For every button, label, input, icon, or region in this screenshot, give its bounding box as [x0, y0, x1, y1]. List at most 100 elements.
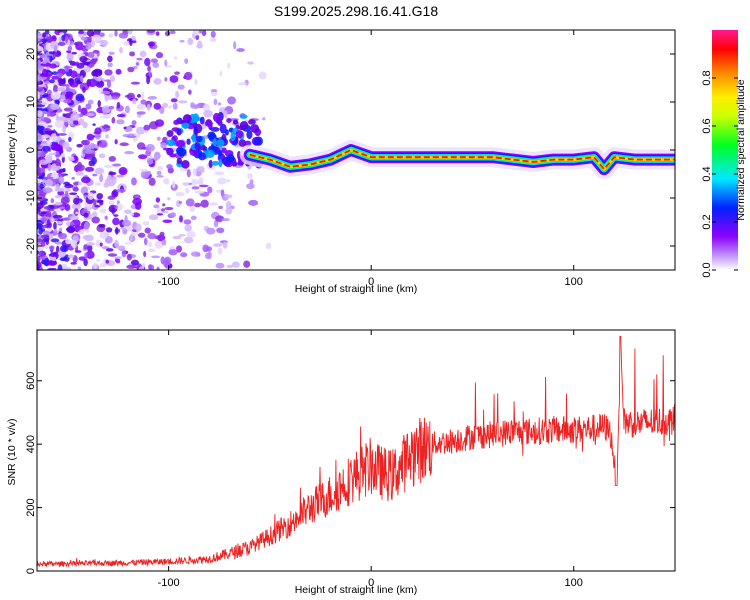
noise-spot: [52, 84, 59, 94]
noise-spot: [132, 197, 143, 206]
noise-spot: [83, 31, 87, 36]
noise-spot: [80, 75, 84, 83]
noise-spot: [178, 201, 183, 204]
noise-spot: [166, 130, 174, 137]
noise-spot: [188, 89, 192, 95]
noise-spot: [175, 245, 183, 253]
noise-spot: [162, 203, 166, 207]
noise-spot: [85, 229, 90, 233]
noise-spot: [60, 152, 66, 158]
noise-spot: [92, 173, 98, 177]
noise-spot: [122, 219, 132, 227]
noise-spot: [194, 78, 198, 86]
noise-spot: [156, 175, 164, 178]
noise-spot: [173, 56, 178, 60]
noise-spot: [148, 177, 156, 186]
noise-spot: [37, 65, 45, 71]
noise-spot: [65, 238, 71, 245]
noise-spot: [47, 260, 58, 266]
noise-spot: [61, 91, 67, 96]
noise-spot: [183, 219, 192, 225]
noise-spot: [146, 104, 151, 111]
noise-spot: [175, 139, 186, 148]
noise-spot: [217, 177, 227, 185]
noise-spot: [258, 71, 267, 80]
noise-spot: [75, 164, 85, 172]
x-tick-label: 0: [368, 276, 374, 288]
noise-spot: [39, 159, 49, 165]
noise-spot: [98, 153, 106, 159]
noise-spot: [92, 34, 102, 43]
noise-spot: [101, 90, 111, 95]
noise-spot: [191, 186, 200, 190]
noise-spot: [62, 77, 66, 85]
y-tick-label: -20: [25, 238, 37, 254]
noise-spot: [155, 52, 164, 59]
noise-spot: [63, 99, 72, 104]
noise-spot: [48, 255, 57, 262]
colorbar-tick-label: 0.6: [701, 118, 713, 133]
noise-spot: [44, 130, 55, 135]
noise-spot: [57, 264, 63, 270]
noise-spot: [208, 159, 213, 169]
noise-spot: [103, 164, 114, 169]
frequency-ridge: [239, 140, 675, 180]
noise-spot: [185, 114, 191, 120]
noise-spot: [185, 187, 190, 194]
noise-spot: [42, 145, 51, 152]
noise-spot: [262, 117, 266, 121]
noise-spot: [132, 40, 137, 44]
noise-spot: [200, 199, 209, 208]
y-tick-label: 20: [25, 48, 37, 60]
noise-spot: [156, 266, 160, 270]
noise-spot: [153, 151, 161, 160]
noise-spot: [141, 262, 146, 268]
noise-spot: [49, 205, 55, 209]
noise-spot: [186, 230, 196, 238]
noise-spot: [191, 178, 198, 186]
x-tick-label: -100: [158, 577, 180, 589]
noise-spot: [82, 235, 92, 240]
noise-spot: [57, 232, 68, 240]
noise-spot: [78, 30, 85, 35]
noise-spot: [105, 134, 109, 139]
noise-spot: [144, 57, 151, 67]
noise-spot: [39, 73, 50, 77]
noise-spot: [227, 62, 231, 69]
noise-spot: [67, 45, 73, 51]
snr-panel: -100 0 100 0 200 400 600 Height of straight l…: [6, 329, 676, 596]
noise-spot: [37, 37, 41, 42]
noise-spot: [86, 113, 95, 117]
noise-spot: [80, 36, 88, 41]
noise-spot: [154, 240, 164, 249]
noise-spot: [195, 34, 200, 41]
noise-spot: [115, 227, 119, 235]
noise-spot: [226, 264, 234, 268]
noise-spot: [247, 61, 254, 65]
noise-spot: [184, 58, 189, 64]
noise-spot: [76, 143, 83, 148]
noise-spot: [236, 48, 245, 52]
noise-spot: [207, 131, 216, 140]
noise-spot: [119, 142, 129, 147]
noise-spot: [50, 133, 58, 142]
noise-spot: [79, 55, 88, 63]
noise-spot: [129, 51, 136, 57]
noise-spot: [38, 250, 45, 257]
noise-spot: [140, 99, 147, 105]
noise-spot: [181, 160, 190, 169]
noise-spot: [37, 59, 41, 67]
noise-spot: [94, 127, 102, 135]
noise-spot: [238, 139, 247, 147]
noise-spot: [219, 71, 223, 77]
noise-spot: [172, 180, 176, 189]
noise-spot: [169, 75, 179, 83]
noise-spot: [44, 80, 50, 85]
noise-spot: [55, 194, 62, 199]
noise-spot: [59, 244, 69, 253]
noise-spot: [118, 32, 129, 39]
noise-spot: [139, 168, 149, 172]
noise-spot: [226, 117, 232, 123]
noise-spot: [83, 66, 91, 73]
